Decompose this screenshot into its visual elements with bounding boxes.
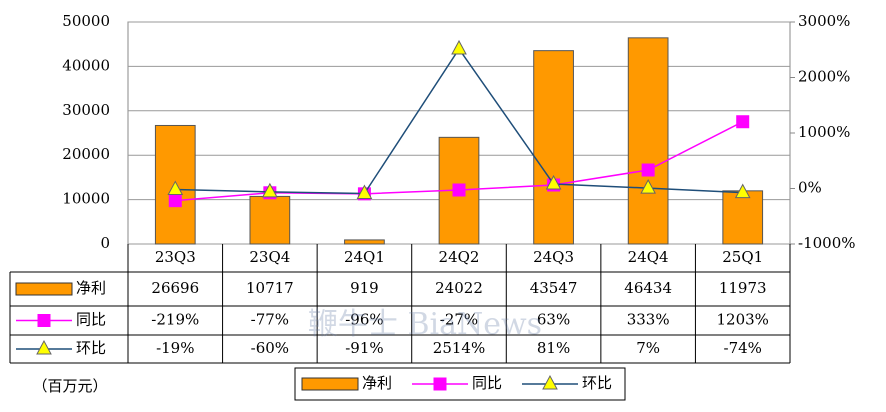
table-series-name: 净利	[76, 279, 106, 297]
legend-label: 环比	[582, 374, 612, 392]
marker	[641, 163, 655, 177]
y2-tick-label: 0%	[798, 179, 822, 197]
marker	[734, 183, 751, 199]
x-tick-label: 23Q4	[249, 248, 290, 266]
bar	[627, 37, 669, 245]
watermark: 鞭牛士 BiaNews	[308, 307, 542, 342]
bar	[722, 190, 764, 245]
table-cell: 43547	[530, 279, 578, 297]
x-tick-label: 24Q3	[533, 248, 574, 266]
y2-tick-label: -1000%	[798, 234, 856, 252]
table-cell: 11973	[719, 279, 767, 297]
table-cell: -60%	[251, 339, 289, 357]
bar	[154, 124, 196, 245]
y2-tick-label: 2000%	[798, 68, 850, 86]
y2-tick-label: 1000%	[798, 123, 850, 141]
marker	[545, 174, 562, 190]
legend-key	[301, 377, 359, 391]
marker	[167, 180, 184, 196]
table-cell: 2514%	[433, 339, 485, 357]
x-tick-label: 24Q1	[344, 248, 385, 266]
marker	[451, 39, 467, 55]
marker	[356, 184, 373, 200]
x-tick-label: 23Q3	[155, 248, 196, 266]
table-cell: -27%	[440, 311, 478, 329]
table-cell: 919	[350, 279, 379, 297]
legend-key	[433, 377, 447, 391]
y2-tick-label: 3000%	[798, 12, 850, 30]
y-tick-label: 40000	[62, 56, 110, 74]
bar	[344, 239, 385, 245]
table-key	[37, 314, 51, 327]
table-cell: 26696	[151, 279, 199, 297]
table-cell: 24022	[435, 279, 483, 297]
table-cell: 81%	[537, 339, 570, 357]
legend-label: 净利	[362, 374, 392, 392]
legend-key	[542, 374, 558, 390]
table-cell: -219%	[151, 311, 199, 329]
y-tick-label: 10000	[62, 190, 110, 208]
table-cell: 333%	[627, 311, 670, 329]
y-tick-label: 50000	[62, 12, 110, 30]
table-cell: 7%	[636, 339, 660, 357]
x-tick-label: 24Q4	[628, 248, 669, 266]
table-series-name: 环比	[76, 339, 106, 357]
x-tick-label: 25Q1	[722, 248, 763, 266]
y-tick-label: 0	[100, 234, 110, 252]
table-cell: 46434	[624, 279, 672, 297]
y-tick-label: 20000	[62, 145, 110, 163]
marker	[262, 182, 278, 198]
table-cell: -19%	[156, 339, 194, 357]
table-cell: -74%	[724, 339, 762, 357]
marker	[640, 179, 656, 194]
table-key	[15, 282, 73, 296]
legend-label: 同比	[472, 374, 502, 392]
x-tick-label: 24Q2	[439, 248, 480, 266]
table-cell: 10717	[246, 279, 294, 297]
bar	[249, 195, 291, 245]
table-cell: -96%	[345, 311, 383, 329]
bar	[533, 50, 574, 245]
table-cell: -91%	[345, 339, 383, 357]
table-series-name: 同比	[76, 311, 106, 329]
marker	[168, 194, 182, 208]
marker	[736, 115, 750, 129]
table-cell: 63%	[537, 311, 570, 329]
table-key	[36, 339, 52, 355]
table-cell: -77%	[251, 311, 289, 329]
unit-label: （百万元）	[32, 377, 107, 395]
marker	[452, 183, 466, 197]
y-tick-label: 30000	[62, 101, 110, 119]
table-cell: 1203%	[716, 311, 768, 329]
